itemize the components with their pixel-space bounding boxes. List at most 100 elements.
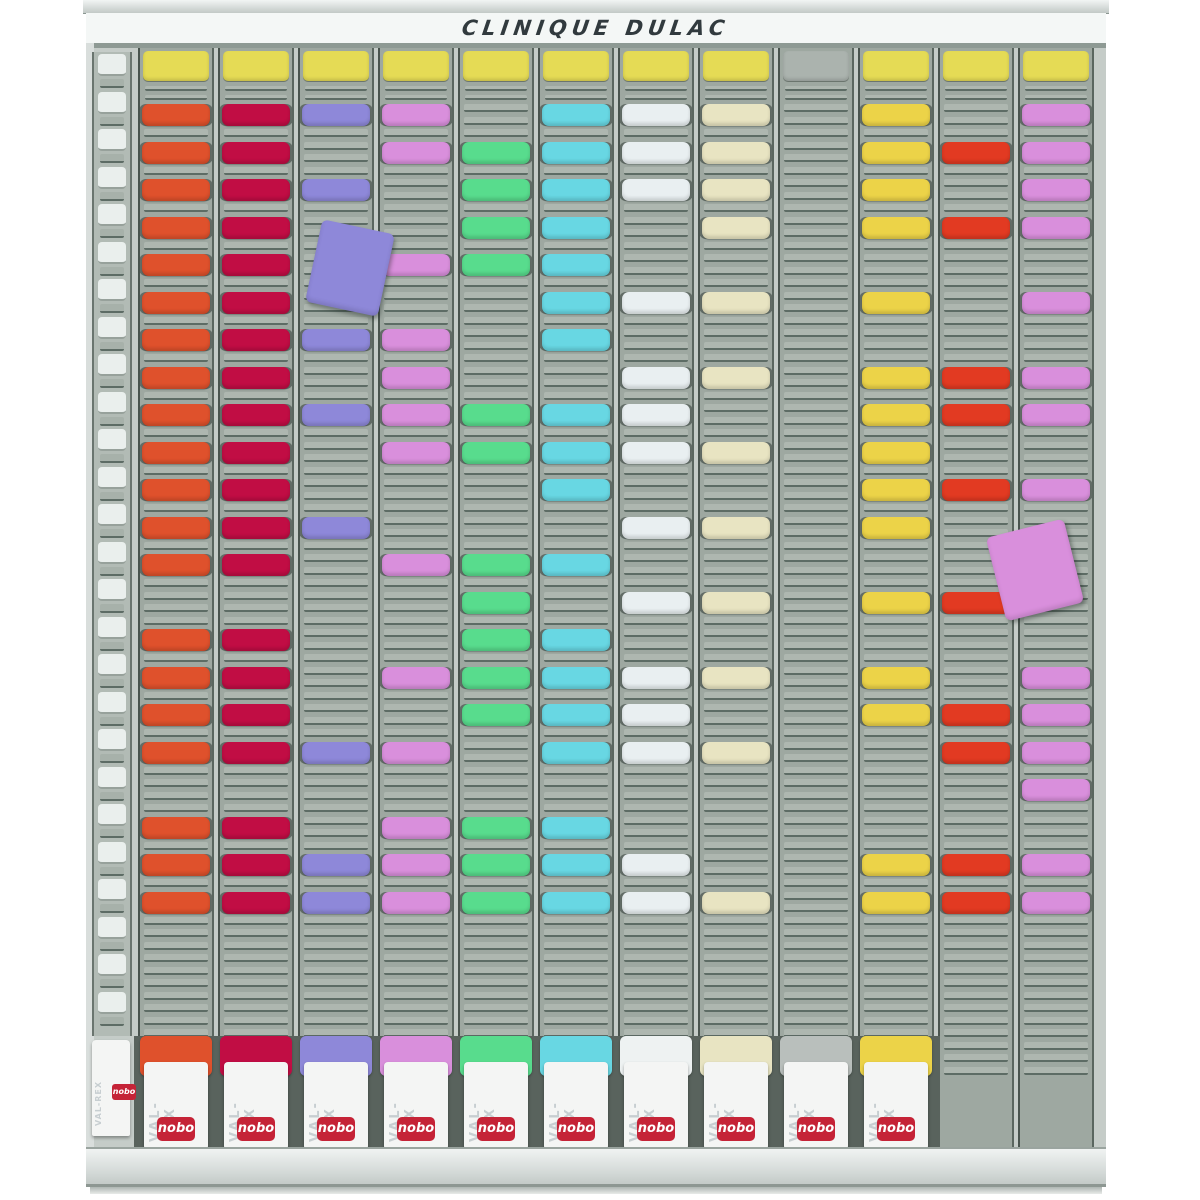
slot-slat [1024,729,1088,737]
slot-slat [544,966,608,975]
slot-slat [144,591,208,600]
t-card [622,854,690,876]
slot-slat [944,1054,1008,1062]
slot-slat [384,979,448,987]
slot-slat [784,204,848,212]
slot-slat [384,279,448,287]
slot-slat [704,791,768,800]
t-card [542,854,610,876]
slot-slat [944,654,1008,662]
slot-slat [944,354,1008,362]
slot-slat [784,504,848,512]
t-card [542,141,610,164]
slot-slat [704,979,768,987]
index-slot [100,116,124,126]
slot-slat [944,341,1008,350]
slot-slat [464,791,528,800]
slot-slat [624,629,688,637]
slot-slat [144,729,208,737]
slot-slat [944,1029,1008,1037]
slot-slat [864,641,928,650]
t-card [542,179,610,201]
slot-slat [784,629,848,637]
t-card [462,891,530,914]
slot-slat [784,829,848,837]
slot-slat [464,1016,528,1025]
slot-slat [1024,129,1088,137]
slot-slat [864,804,928,812]
t-card [142,816,210,839]
slot-slat [544,1029,608,1036]
slot-slat [464,129,528,137]
slot-slat [464,529,528,537]
index-slot [100,416,124,426]
slot-slat [624,929,688,937]
slot-slat [144,1029,208,1036]
slot-slat [864,166,928,175]
slot-slat [944,104,1008,112]
slot-slat [1024,341,1088,350]
slot-slat [144,929,208,937]
slot-slat [144,966,208,975]
slot-slat [704,266,768,275]
slot-slat [864,566,928,575]
slot-slat [624,129,688,137]
slot-slat [544,516,608,525]
slot-slat [305,86,367,91]
slot-slat [624,779,688,787]
slot-slat [624,1029,688,1036]
slot-slat [464,916,528,925]
t-card [862,441,930,464]
slot-slat [544,316,608,325]
slot-slat [864,391,928,400]
slot-slat [304,666,368,675]
slot-slat [865,95,927,100]
slot-slat [1024,991,1088,1000]
slot-slat [705,86,767,91]
t-card [542,404,610,426]
slot-slat [224,429,288,437]
slot-slat [224,316,288,325]
t-card [142,479,210,501]
slot-slat [464,466,528,475]
slot-slat [944,166,1008,175]
slot-slat [224,279,288,287]
slot-slat [384,729,448,737]
index-tab [98,916,126,939]
t-card [1022,104,1090,126]
slot-slat [544,616,608,625]
nobo-logo-badge: nobo [237,1117,275,1141]
slot-slat [544,129,608,137]
slot-slat [144,579,208,587]
slot-slat [304,141,368,150]
slot-slat [1024,329,1088,337]
slot-slat [784,754,848,762]
slot-slat [624,466,688,475]
slot-slat [624,966,688,975]
slot-slat [784,954,848,962]
index-slot [100,641,124,651]
slot-slat [784,1029,848,1036]
slot-slat [784,654,848,662]
slot-slat [304,429,368,437]
slot-slat [384,641,448,650]
slot-slat [1024,466,1088,475]
t-card [942,479,1010,501]
slot-slat [1024,429,1088,437]
slot-slat [944,554,1008,562]
header-card [863,51,929,81]
slot-slat [144,541,208,550]
slot-slat [544,766,608,775]
t-card [622,141,690,164]
slot-slat [1024,929,1088,937]
slot-slat [624,229,688,237]
slot-slat [144,616,208,625]
slot-slat [384,604,448,612]
bottom-rail-shadow [90,1187,1102,1194]
slot-slat [704,566,768,575]
slot-slat [384,316,448,325]
slot-slat [1024,1029,1088,1037]
slot-slat [864,1004,928,1012]
